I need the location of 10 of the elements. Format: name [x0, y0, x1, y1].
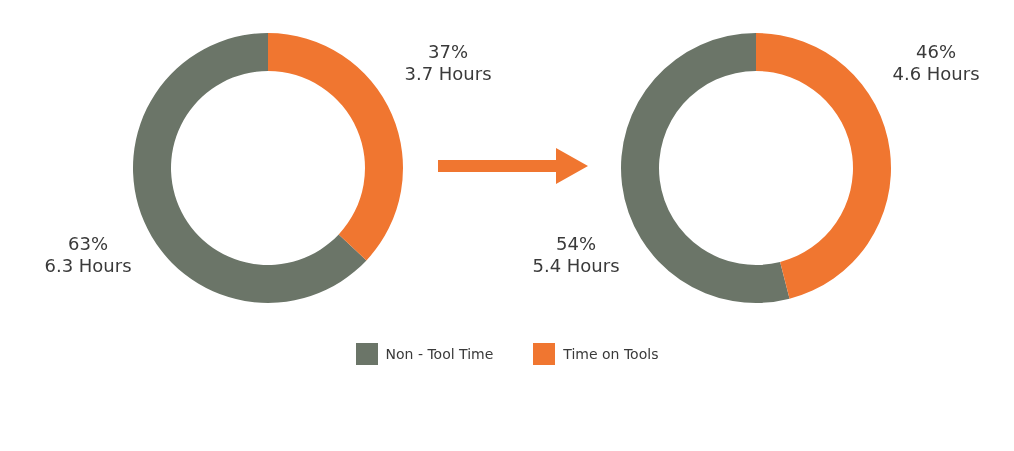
legend-label: Non - Tool Time [385, 346, 494, 362]
data-label: 54% 5.4 Hours [532, 233, 620, 276]
data-label: 37% 3.7 Hours [404, 41, 492, 84]
data-label: 46% 4.6 Hours [892, 41, 980, 84]
donut-slice [621, 33, 790, 303]
donut-slice [756, 33, 891, 299]
donut-slice [268, 33, 403, 261]
donut-slice [133, 33, 367, 303]
legend-label: Time on Tools [563, 346, 659, 362]
data-label: 63% 6.3 Hours [44, 233, 132, 276]
